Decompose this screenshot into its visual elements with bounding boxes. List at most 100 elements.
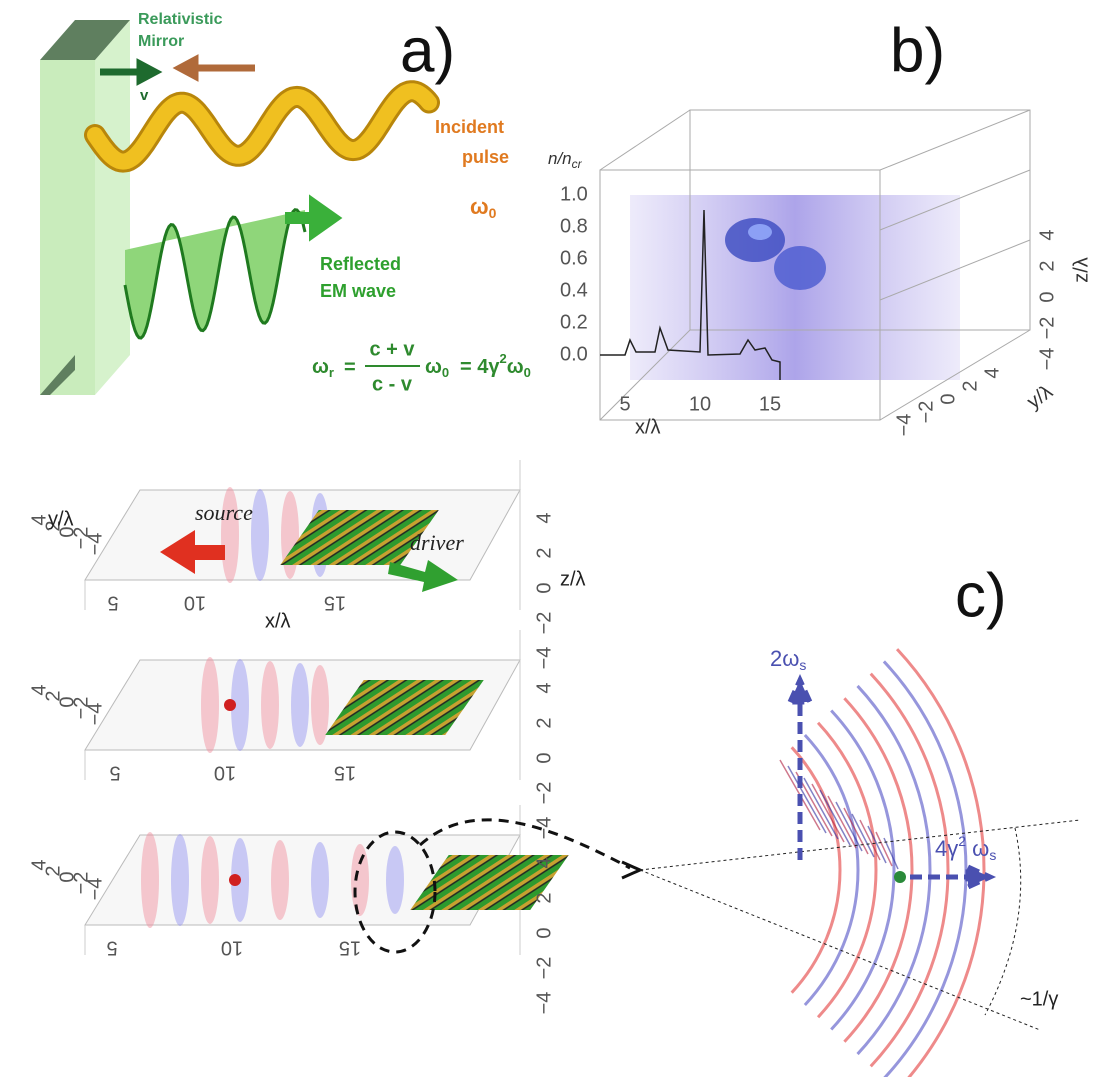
text: = 4γ bbox=[460, 356, 500, 378]
harmonic-arrow bbox=[790, 680, 810, 860]
field-band bbox=[271, 840, 289, 920]
x-tick: 10 bbox=[689, 393, 711, 415]
density-tick: 0.6 bbox=[560, 247, 588, 269]
x-axis-label: x/λ bbox=[635, 416, 661, 438]
z-tick: −4 bbox=[533, 647, 555, 670]
y-tick: −4 bbox=[84, 878, 106, 901]
panel-label: b) bbox=[890, 16, 945, 85]
panel-c: c) 420−2−451015420−2−4y/λx/λz/λ420−2−451… bbox=[28, 460, 1080, 1077]
emission-arc bbox=[818, 723, 876, 1017]
formula: ωr = c + v c - v ω0 = 4γ2ω0 bbox=[312, 338, 531, 395]
density-axis-label: n/ncr bbox=[548, 149, 583, 171]
emission-arc bbox=[884, 661, 966, 1077]
incident-label: Incident bbox=[435, 117, 504, 137]
z-tick: 0 bbox=[533, 752, 555, 763]
y-tick: −4 bbox=[893, 414, 915, 437]
z-tick: −4 bbox=[1036, 348, 1058, 371]
x-tick: 10 bbox=[214, 762, 236, 784]
incident-label: pulse bbox=[462, 147, 509, 167]
emission-fan bbox=[780, 649, 984, 1077]
subscript: s bbox=[989, 847, 996, 863]
field-band bbox=[171, 834, 189, 926]
subscript: cr bbox=[572, 157, 583, 171]
field-band bbox=[261, 661, 279, 749]
velocity-label: v bbox=[140, 87, 149, 104]
field-band bbox=[311, 665, 329, 745]
z-tick: 0 bbox=[1036, 291, 1058, 302]
x-tick: 5 bbox=[107, 592, 118, 614]
harmonic-streak bbox=[812, 784, 844, 842]
incident-frequency: ω0 bbox=[470, 194, 497, 221]
formula-eq: = bbox=[344, 356, 356, 378]
z-axis-label: z/λ bbox=[560, 568, 586, 590]
field-band bbox=[386, 846, 404, 914]
y-tick: 4 bbox=[981, 367, 1003, 378]
symbol: 2ω bbox=[770, 646, 799, 671]
z-tick: −2 bbox=[1036, 317, 1058, 340]
z-tick: 2 bbox=[533, 892, 555, 903]
y-tick: 0 bbox=[937, 393, 959, 404]
x-tick: 10 bbox=[221, 937, 243, 959]
harmonic-label: 2ωs bbox=[770, 646, 806, 673]
density-tick: 0.2 bbox=[560, 311, 588, 333]
angle-label: ~1/γ bbox=[1020, 988, 1058, 1010]
forward-label: 4γ2 ωs bbox=[935, 833, 996, 863]
z-tick: 2 bbox=[1036, 260, 1058, 271]
z-tick: 4 bbox=[533, 857, 555, 868]
density-highlight bbox=[748, 224, 772, 240]
panel-b: b) n/ncr x/λ z/λ y/λ 0.00.20.40.60.81.05… bbox=[548, 16, 1092, 438]
driver-label: driver bbox=[410, 530, 464, 555]
source-label: source bbox=[195, 500, 253, 525]
y-tick: −2 bbox=[915, 401, 937, 424]
z-tick: −2 bbox=[533, 612, 555, 635]
density-blob bbox=[774, 246, 826, 290]
z-tick: −4 bbox=[533, 992, 555, 1015]
symbol: ω bbox=[425, 356, 442, 378]
incident-arrow bbox=[180, 60, 255, 76]
z-tick: 0 bbox=[533, 927, 555, 938]
field-band bbox=[281, 491, 299, 579]
x-tick: 15 bbox=[324, 592, 346, 614]
density-tick: 0.8 bbox=[560, 215, 588, 237]
z-tick: −2 bbox=[533, 782, 555, 805]
x-tick: 15 bbox=[334, 762, 356, 784]
x-tick: 10 bbox=[184, 592, 206, 614]
formula-lhs: ωr bbox=[312, 356, 334, 380]
formula-numerator: c + v bbox=[369, 338, 415, 360]
y-axis-label: y/λ bbox=[1023, 381, 1057, 414]
y-tick: −4 bbox=[84, 533, 106, 556]
panel-a: Relativistic Mirror v a) Incident pulse … bbox=[40, 11, 531, 395]
mirror-label: Mirror bbox=[138, 33, 184, 50]
density-tick: 1.0 bbox=[560, 183, 588, 205]
x-tick: 15 bbox=[339, 937, 361, 959]
source-spot bbox=[224, 699, 236, 711]
density-tick: 0.4 bbox=[560, 279, 588, 301]
subscript: 0 bbox=[442, 365, 449, 380]
symbol: 4γ bbox=[935, 836, 958, 861]
field-band bbox=[251, 489, 269, 581]
y-tick: −4 bbox=[84, 703, 106, 726]
panel-label: a) bbox=[400, 16, 455, 85]
density-blob bbox=[725, 218, 785, 262]
symbol: ω bbox=[470, 194, 489, 219]
subscript: 0 bbox=[489, 205, 497, 221]
reflected-label: EM wave bbox=[320, 281, 396, 301]
x-tick: 5 bbox=[109, 762, 120, 784]
formula-rhs: = 4γ2ω0 bbox=[460, 351, 531, 380]
x-tick: 15 bbox=[759, 393, 781, 415]
field-band bbox=[311, 842, 329, 918]
zoom-arrowhead bbox=[622, 862, 640, 878]
text: n/n bbox=[548, 149, 572, 168]
mirror-front bbox=[40, 60, 95, 395]
panel-label: c) bbox=[955, 561, 1007, 630]
symbol: ω bbox=[312, 356, 329, 378]
superscript: 2 bbox=[958, 833, 966, 849]
formula-denominator: c - v bbox=[372, 373, 413, 395]
subscript: 0 bbox=[524, 365, 531, 380]
cone-edge bbox=[640, 820, 1080, 870]
subscript: s bbox=[799, 657, 806, 673]
figure: Relativistic Mirror v a) Incident pulse … bbox=[0, 0, 1119, 1077]
field-band bbox=[351, 844, 369, 916]
y-axis-label: y/λ bbox=[48, 508, 74, 530]
field-band bbox=[201, 836, 219, 924]
